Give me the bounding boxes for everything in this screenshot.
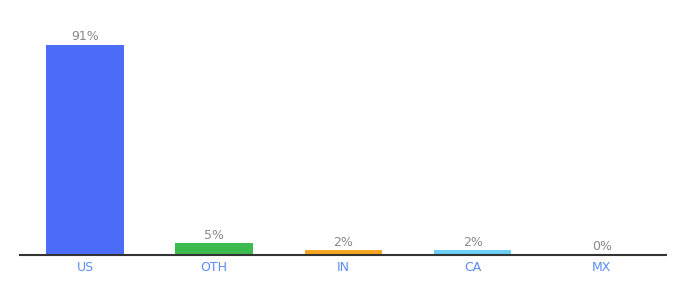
Bar bbox=[305, 250, 382, 255]
Text: 91%: 91% bbox=[71, 30, 99, 43]
Bar bbox=[46, 45, 124, 255]
Text: 2%: 2% bbox=[333, 236, 354, 248]
Bar bbox=[434, 250, 511, 255]
Text: 5%: 5% bbox=[204, 229, 224, 242]
Text: 2%: 2% bbox=[462, 236, 483, 248]
Text: 0%: 0% bbox=[592, 240, 612, 253]
Bar bbox=[175, 243, 253, 255]
